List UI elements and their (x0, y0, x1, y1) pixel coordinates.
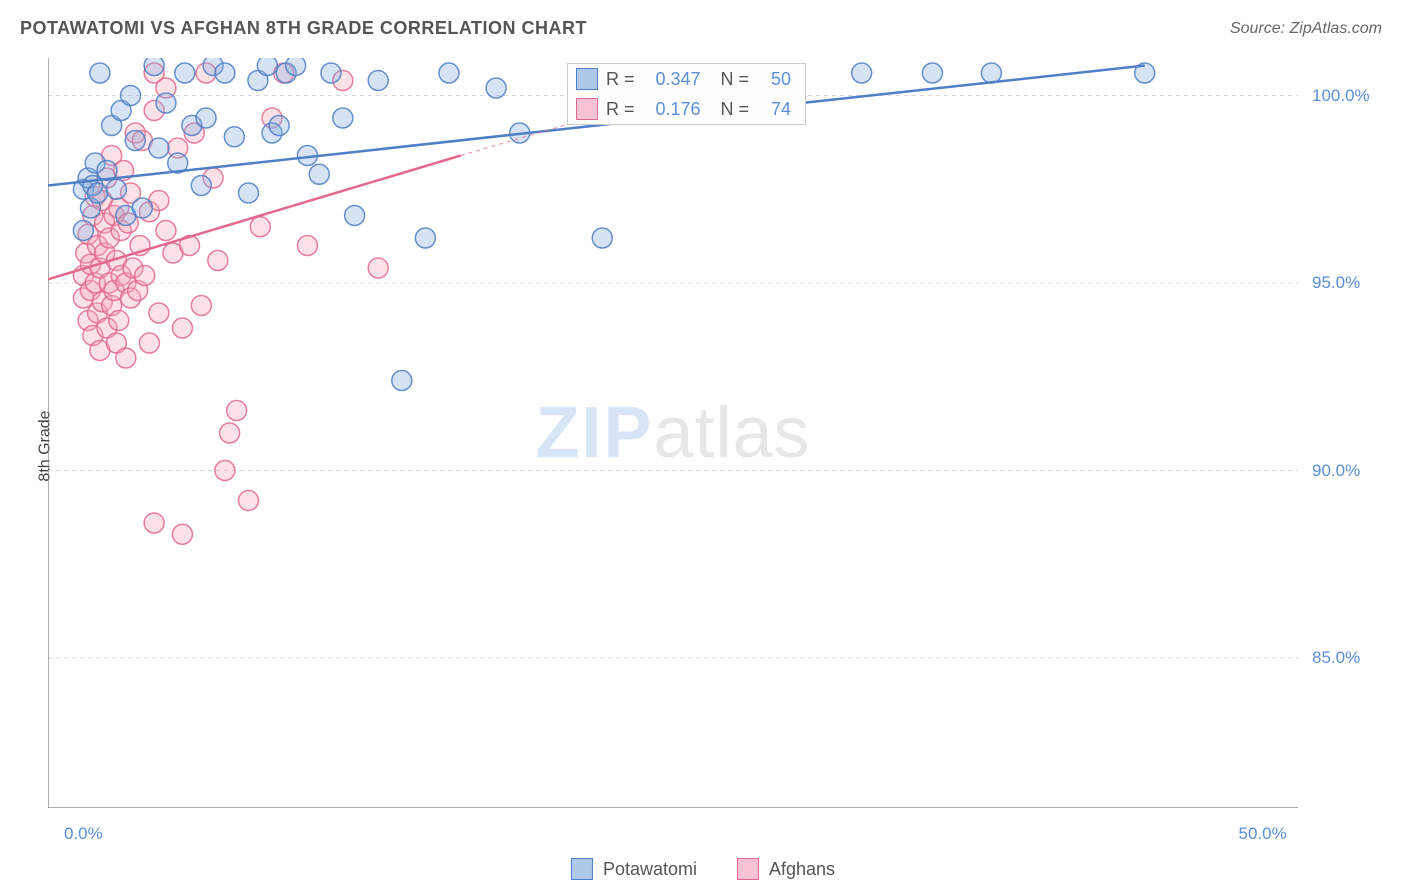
stats-swatch (576, 68, 598, 90)
stats-n-label: N = (721, 69, 750, 90)
y-tick-label: 95.0% (1312, 273, 1360, 293)
plot-area: ZIPatlas (48, 58, 1298, 808)
legend-label-potawatomi: Potawatomi (603, 859, 697, 880)
y-tick-label: 90.0% (1312, 461, 1360, 481)
legend-swatch-potawatomi (571, 858, 593, 880)
chart-container: POTAWATOMI VS AFGHAN 8TH GRADE CORRELATI… (0, 0, 1406, 892)
stats-swatch (576, 98, 598, 120)
stats-r-value: 0.347 (643, 69, 701, 90)
stats-r-label: R = (606, 99, 635, 120)
stats-row: R = 0.347 N = 50 (568, 64, 805, 94)
stats-r-label: R = (606, 69, 635, 90)
bottom-legend: Potawatomi Afghans (571, 858, 835, 880)
correlation-stats-box: R = 0.347 N = 50 R = 0.176 N = 74 (567, 63, 806, 125)
legend-item-afghans: Afghans (737, 858, 835, 880)
stats-r-value: 0.176 (643, 99, 701, 120)
scatter-plot-svg (48, 58, 1298, 808)
y-tick-label: 100.0% (1312, 86, 1370, 106)
stats-n-value: 74 (757, 99, 791, 120)
legend-item-potawatomi: Potawatomi (571, 858, 697, 880)
stats-row: R = 0.176 N = 74 (568, 94, 805, 124)
source-attribution: Source: ZipAtlas.com (1230, 20, 1382, 38)
legend-label-afghans: Afghans (769, 859, 835, 880)
y-tick-label: 85.0% (1312, 648, 1360, 668)
x-tick-label: 50.0% (1239, 824, 1287, 844)
chart-title: POTAWATOMI VS AFGHAN 8TH GRADE CORRELATI… (20, 18, 587, 39)
stats-n-value: 50 (757, 69, 791, 90)
legend-swatch-afghans (737, 858, 759, 880)
x-tick-label: 0.0% (64, 824, 103, 844)
stats-n-label: N = (721, 99, 750, 120)
